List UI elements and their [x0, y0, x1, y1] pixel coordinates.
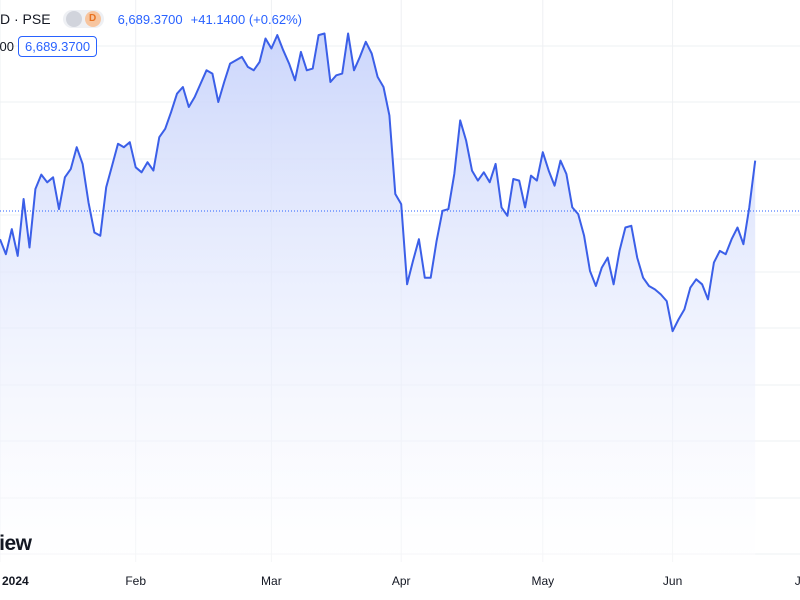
price-tag: 6,689.3700	[18, 35, 98, 57]
price-tag-row: 00 6,689.3700	[0, 35, 98, 57]
price-area-fill	[0, 33, 756, 562]
last-price: 6,689.3700	[117, 11, 183, 27]
x-tick-label: Mar	[261, 574, 282, 588]
price-change: +41.1400 (+0.62%)	[190, 11, 302, 27]
x-tick-label: Feb	[125, 574, 147, 588]
legend-badges[interactable]: D	[62, 10, 104, 28]
price-line	[0, 32, 757, 333]
x-tick-label: May	[531, 574, 555, 588]
x-tick-label: Jun	[662, 574, 683, 588]
x-tick-label: Jul	[794, 574, 800, 588]
x-tick-label: 2024	[2, 574, 29, 588]
chart-legend: D · PSE D 6,689.3700 +41.1400 (+0.62%)	[0, 8, 302, 30]
tradingview-watermark[interactable]: View	[0, 532, 32, 555]
x-tick-label: Apr	[391, 574, 411, 588]
interval-badge: D	[84, 11, 101, 27]
status-dot-icon	[65, 11, 82, 27]
price-tag-fragment: 00	[0, 38, 14, 54]
symbol-name[interactable]: D · PSE	[0, 11, 51, 27]
